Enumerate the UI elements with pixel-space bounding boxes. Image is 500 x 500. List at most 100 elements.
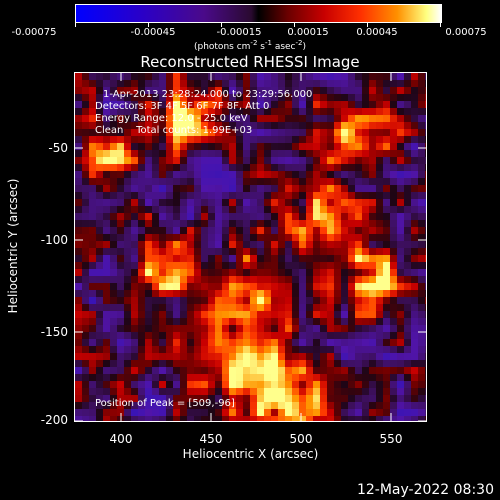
- image-pixel: [215, 332, 222, 339]
- image-pixel: [362, 339, 369, 346]
- image-pixel: [411, 171, 418, 178]
- image-pixel: [145, 122, 152, 129]
- image-pixel: [362, 185, 369, 192]
- image-pixel: [82, 129, 89, 136]
- image-pixel: [194, 94, 201, 101]
- image-pixel: [404, 220, 411, 227]
- image-pixel: [145, 101, 152, 108]
- image-pixel: [215, 248, 222, 255]
- image-pixel: [229, 178, 236, 185]
- image-pixel: [222, 122, 229, 129]
- image-pixel: [264, 262, 271, 269]
- image-pixel: [180, 136, 187, 143]
- image-pixel: [271, 297, 278, 304]
- image-pixel: [138, 199, 145, 206]
- image-pixel: [82, 206, 89, 213]
- image-pixel: [327, 283, 334, 290]
- image-pixel: [236, 122, 243, 129]
- image-pixel: [208, 269, 215, 276]
- image-pixel: [425, 143, 426, 150]
- image-pixel: [243, 122, 250, 129]
- image-pixel: [264, 318, 271, 325]
- image-pixel: [404, 108, 411, 115]
- image-pixel: [418, 346, 425, 353]
- image-pixel: [166, 143, 173, 150]
- image-pixel: [159, 297, 166, 304]
- image-pixel: [369, 80, 376, 87]
- image-pixel: [110, 101, 117, 108]
- image-pixel: [348, 304, 355, 311]
- image-pixel: [215, 318, 222, 325]
- image-pixel: [110, 108, 117, 115]
- image-pixel: [250, 283, 257, 290]
- image-pixel: [250, 332, 257, 339]
- image-pixel: [110, 276, 117, 283]
- image-pixel: [103, 199, 110, 206]
- image-pixel: [138, 276, 145, 283]
- image-pixel: [236, 255, 243, 262]
- image-pixel: [131, 360, 138, 367]
- image-pixel: [103, 94, 110, 101]
- image-pixel: [250, 164, 257, 171]
- image-pixel: [376, 87, 383, 94]
- image-pixel: [131, 171, 138, 178]
- image-pixel: [194, 248, 201, 255]
- image-pixel: [89, 178, 96, 185]
- image-pixel: [201, 108, 208, 115]
- image-pixel: [124, 304, 131, 311]
- image-pixel: [257, 325, 264, 332]
- image-pixel: [222, 388, 229, 395]
- image-pixel: [320, 290, 327, 297]
- image-pixel: [236, 395, 243, 402]
- image-pixel: [390, 227, 397, 234]
- image-pixel: [82, 178, 89, 185]
- image-pixel: [369, 318, 376, 325]
- image-pixel: [369, 199, 376, 206]
- image-pixel: [264, 283, 271, 290]
- image-pixel: [110, 416, 117, 421]
- image-pixel: [383, 227, 390, 234]
- image-pixel: [362, 332, 369, 339]
- image-pixel: [418, 80, 425, 87]
- image-pixel: [376, 283, 383, 290]
- image-pixel: [124, 262, 131, 269]
- image-pixel: [376, 115, 383, 122]
- image-pixel: [117, 290, 124, 297]
- image-pixel: [327, 136, 334, 143]
- image-pixel: [117, 101, 124, 108]
- image-pixel: [425, 199, 426, 206]
- image-pixel: [425, 304, 426, 311]
- image-pixel: [117, 374, 124, 381]
- image-pixel: [418, 122, 425, 129]
- image-pixel: [425, 325, 426, 332]
- image-pixel: [334, 122, 341, 129]
- image-pixel: [278, 388, 285, 395]
- image-pixel: [383, 157, 390, 164]
- image-pixel: [117, 255, 124, 262]
- image-pixel: [166, 311, 173, 318]
- image-pixel: [369, 164, 376, 171]
- image-pixel: [82, 304, 89, 311]
- image-pixel: [222, 171, 229, 178]
- image-pixel: [250, 73, 257, 80]
- image-pixel: [299, 283, 306, 290]
- image-pixel: [201, 143, 208, 150]
- image-pixel: [131, 227, 138, 234]
- image-pixel: [390, 416, 397, 421]
- image-pixel: [278, 255, 285, 262]
- image-pixel: [341, 122, 348, 129]
- image-pixel: [425, 248, 426, 255]
- image-pixel: [313, 269, 320, 276]
- image-pixel: [145, 136, 152, 143]
- image-pixel: [131, 311, 138, 318]
- image-pixel: [145, 374, 152, 381]
- image-pixel: [299, 108, 306, 115]
- image-pixel: [425, 283, 426, 290]
- image-pixel: [264, 388, 271, 395]
- image-pixel: [194, 276, 201, 283]
- image-pixel: [75, 234, 82, 241]
- image-pixel: [89, 171, 96, 178]
- image-pixel: [376, 178, 383, 185]
- image-pixel: [376, 353, 383, 360]
- image-pixel: [383, 213, 390, 220]
